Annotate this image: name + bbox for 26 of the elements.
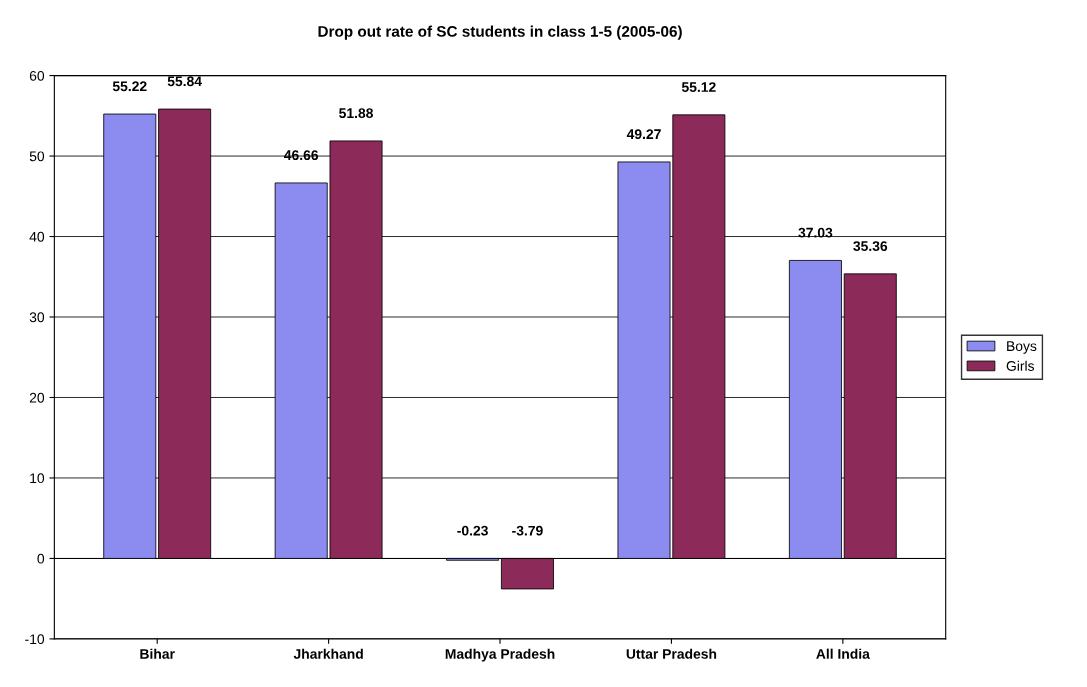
x-tick-label: All India — [816, 648, 870, 659]
data-label: 55.12 — [681, 82, 716, 92]
data-label: 55.22 — [112, 81, 147, 92]
y-tick-label: 30 — [29, 312, 45, 323]
data-label: 51.88 — [339, 108, 373, 119]
x-tick-label: Jharkhand — [293, 648, 363, 659]
y-tick-label: 40 — [29, 231, 45, 242]
y-tick-label: 10 — [30, 473, 45, 484]
chart-title: Drop out rate of SC students in class 1-5 (2005-06) — [318, 25, 682, 40]
legend-label: Boys — [1007, 341, 1037, 354]
legend-label: Girls — [1006, 360, 1035, 371]
y-tick-label: -10 — [25, 634, 45, 645]
data-label: -0.23 — [457, 525, 488, 536]
data-label: 55.84 — [167, 76, 202, 87]
y-tick-label: 60 — [29, 70, 45, 81]
data-label: 37.03 — [798, 227, 833, 238]
data-label: -3.79 — [512, 525, 543, 536]
data-label: 35.36 — [853, 241, 888, 252]
x-tick-label: Uttar Pradesh — [626, 648, 717, 659]
x-tick-label: Bihar — [140, 648, 175, 659]
y-tick-label: 0 — [37, 553, 45, 564]
data-label: 49.27 — [626, 129, 661, 140]
y-tick-label: 50 — [29, 151, 45, 162]
data-label: 46.66 — [284, 150, 319, 161]
x-tick-label: Madhya Pradesh — [445, 648, 555, 662]
y-tick-label: 20 — [29, 392, 45, 403]
